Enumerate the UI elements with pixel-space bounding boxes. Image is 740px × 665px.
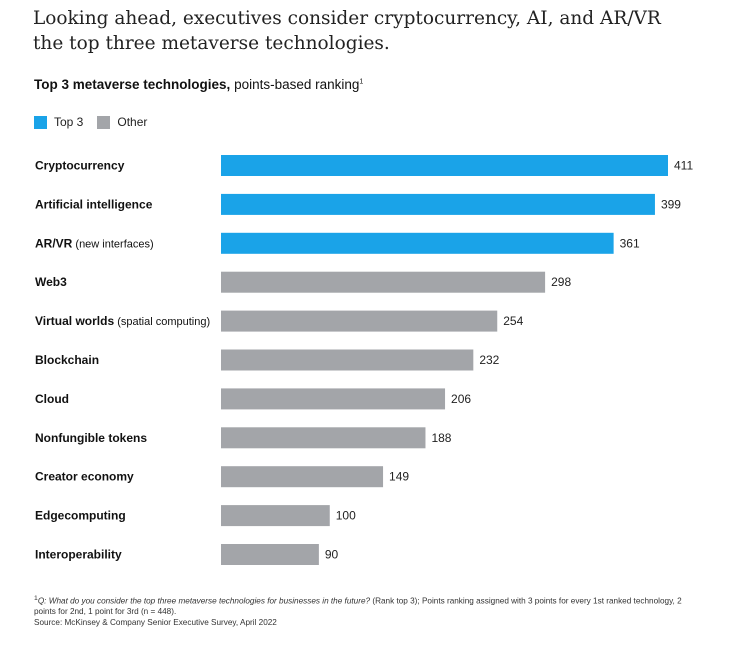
footnote: 1Q: What do you consider the top three m…	[34, 594, 704, 628]
category-label: Artificial intelligence	[35, 197, 153, 211]
legend-item-top3: Top 3	[34, 115, 83, 129]
footnote-question: Q: What do you consider the top three me…	[37, 596, 371, 606]
subtitle-footnote-marker: 1	[359, 78, 364, 86]
value-label: 254	[503, 314, 523, 328]
bar	[221, 232, 614, 254]
legend-swatch-other	[97, 115, 111, 129]
value-label: 361	[620, 236, 640, 250]
category-label: Interoperability	[35, 548, 122, 562]
footnote-detail: (Rank top 3); Points ranking assigned wi…	[34, 596, 682, 617]
bar	[221, 349, 474, 371]
value-label: 149	[389, 470, 409, 484]
category-label: Nonfungible tokens	[35, 431, 147, 445]
value-label: 232	[479, 353, 499, 367]
value-label: 411	[674, 159, 693, 173]
value-label: 100	[336, 509, 356, 523]
value-label: 90	[325, 548, 339, 562]
bar	[221, 466, 384, 488]
bar	[221, 271, 546, 293]
legend-label-other: Other	[117, 115, 148, 129]
category-label: Creator economy	[35, 470, 134, 484]
footnote-marker: 1	[34, 595, 38, 602]
bar	[221, 310, 498, 332]
legend-label-top3: Top 3	[54, 115, 84, 129]
legend: Top 3 Other	[34, 115, 161, 129]
value-label: 298	[551, 275, 571, 289]
category-label: Edgecomputing	[35, 509, 126, 523]
category-label: AR/VR (new interfaces)	[35, 236, 154, 250]
legend-swatch-top3	[34, 115, 47, 129]
category-label: Cryptocurrency	[35, 159, 125, 173]
subtitle-rest: points-based ranking	[230, 77, 360, 92]
category-label: Virtual worlds (spatial computing)	[35, 314, 210, 328]
chart-subtitle: Top 3 metaverse technologies, points-bas…	[34, 77, 363, 92]
bar	[221, 155, 668, 176]
legend-item-other: Other	[97, 115, 147, 129]
bar	[221, 193, 655, 215]
headline: Looking ahead, executives consider crypt…	[33, 8, 661, 54]
value-label: 188	[431, 431, 451, 445]
category-label: Cloud	[35, 392, 69, 406]
value-label: 206	[451, 392, 471, 406]
footnote-source: Source: McKinsey & Company Senior Execut…	[34, 617, 277, 627]
footnote-question-line: 1Q: What do you consider the top three m…	[34, 594, 704, 618]
bar	[221, 427, 426, 449]
value-label: 399	[661, 197, 681, 211]
bar	[221, 388, 446, 410]
bar	[221, 505, 330, 527]
category-label: Web3	[35, 275, 67, 289]
subtitle-bold: Top 3 metaverse technologies,	[34, 77, 231, 92]
category-label: Blockchain	[35, 353, 99, 367]
bar	[221, 544, 319, 565]
